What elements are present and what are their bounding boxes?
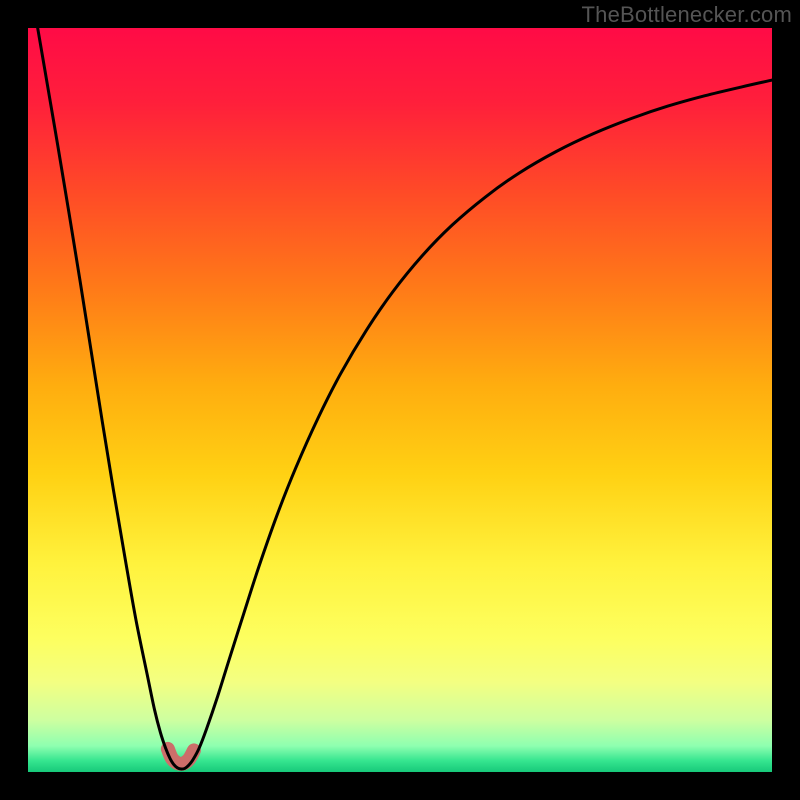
chart-frame: TheBottlenecker.com xyxy=(0,0,800,800)
plot-background xyxy=(28,28,772,772)
watermark-text: TheBottlenecker.com xyxy=(582,2,792,28)
bottleneck-chart xyxy=(0,0,800,800)
